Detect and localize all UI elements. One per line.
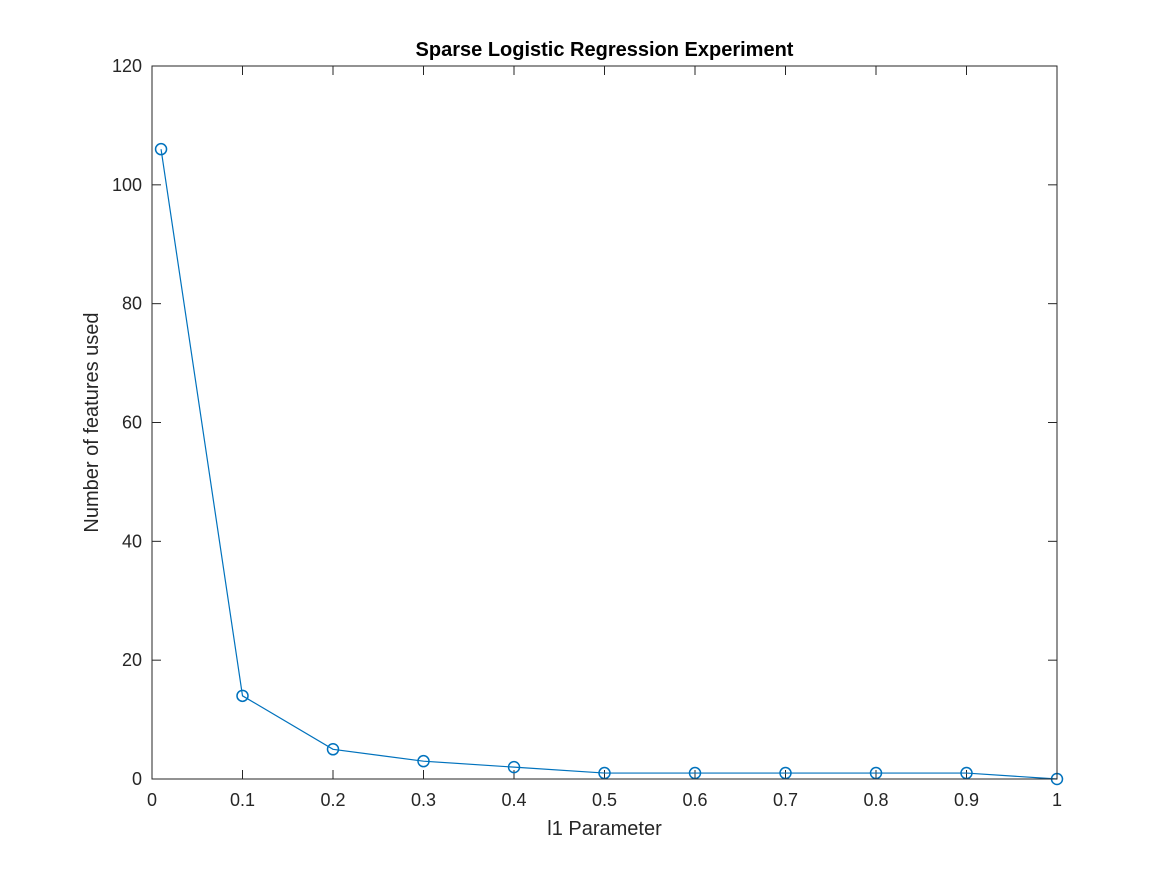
x-tick-label: 0.9 (954, 790, 979, 810)
y-tick-label: 60 (122, 413, 142, 433)
y-tick-label: 100 (112, 175, 142, 195)
x-tick-label: 0.3 (411, 790, 436, 810)
y-tick-label: 40 (122, 531, 142, 551)
series-line (160, 149, 1058, 780)
chart-title: Sparse Logistic Regression Experiment (416, 39, 794, 61)
data-point-marker (326, 743, 340, 756)
x-tick-label: 0.5 (592, 790, 617, 810)
x-axis-label: l1 Parameter (547, 818, 662, 840)
y-tick-label: 80 (122, 294, 142, 314)
axes-box (151, 65, 1058, 780)
x-tick-label: 0.6 (682, 790, 707, 810)
x-tick-label: 1 (1052, 790, 1062, 810)
y-tick-label: 20 (122, 650, 142, 670)
data-point-marker (417, 754, 430, 768)
x-tick-label: 0.2 (320, 790, 345, 810)
y-tick-label: 120 (112, 56, 142, 76)
data-point-marker (507, 760, 521, 774)
data-point-marker (154, 142, 168, 156)
x-tick-label: 0.4 (501, 790, 526, 810)
labels-layer: 0 0.1 0.2 0.3 0.4 0.5 0.6 0.7 0.8 0.9 1 0 20 40 60 80 10… (112, 56, 1062, 810)
x-tick-label: 0.1 (230, 790, 255, 810)
y-tick-label: 0 (132, 769, 142, 789)
x-tick-label: 0 (147, 790, 157, 810)
data-point-marker (236, 689, 249, 703)
plot-area (152, 66, 1057, 779)
x-tick-label: 0.8 (863, 790, 888, 810)
y-axis-label: Number of features used (81, 312, 103, 532)
x-tick-label: 0.7 (773, 790, 798, 810)
